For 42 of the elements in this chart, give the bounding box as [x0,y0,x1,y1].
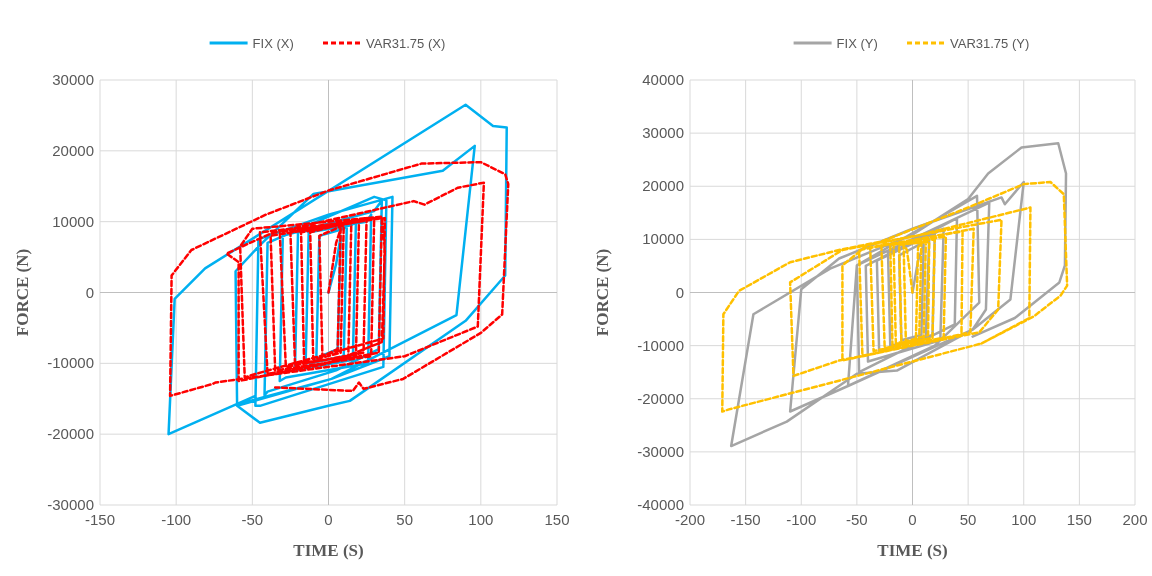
y-tick-label: -40000 [637,496,684,513]
x-tick-label: 200 [1122,511,1148,528]
x-tick-label: 100 [468,511,494,528]
y-tick-label: 0 [85,283,94,301]
x-tick-label: -100 [161,511,192,528]
x-tick-label: -200 [674,511,706,528]
x-tick-label: 100 [1011,511,1037,528]
x-tick-label: -50 [241,511,264,528]
x-tick-label: 0 [324,511,333,528]
y-tick-label: 30000 [642,124,684,142]
y-tick-label: 10000 [642,230,684,248]
x-tick-label: 150 [1066,511,1092,528]
legend-label: FIX (Y) [836,36,878,51]
y-tick-label: 20000 [642,177,684,195]
line-series [168,160,510,398]
x-tick-label: 150 [544,511,570,528]
x-axis-title: TIME (S) [293,541,364,560]
x-tick-label: 50 [959,511,977,528]
y-tick-label: 10000 [52,212,94,230]
legend-label: VAR31.75 (X) [366,36,446,51]
legend-label: VAR31.75 (Y) [950,36,1030,51]
y-axis-title: FORCE (N) [593,248,612,337]
y-tick-label: -10000 [47,354,94,372]
x-tick-label: -150 [84,511,116,528]
x-tick-label: -100 [786,511,817,528]
x-axis-title: TIME (S) [877,541,948,560]
y-axis-title: FORCE (N) [13,248,32,337]
y-tick-label: -10000 [637,336,684,354]
x-tick-label: -50 [846,511,868,528]
y-tick-label: -20000 [637,389,684,407]
x-tick-label: 0 [908,511,917,528]
line-series [721,180,1069,413]
y-tick-label: -30000 [47,496,94,513]
y-tick-label: -20000 [47,425,94,443]
x-tick-label: -150 [730,511,761,528]
y-tick-label: -30000 [637,442,684,460]
x-tick-label: 50 [396,511,414,528]
y-tick-label: 40000 [642,71,684,88]
y-tick-label: 0 [675,283,684,301]
y-tick-label: 20000 [52,141,94,159]
legend-label: FIX (X) [252,36,294,51]
y-tick-label: 30000 [52,71,94,88]
